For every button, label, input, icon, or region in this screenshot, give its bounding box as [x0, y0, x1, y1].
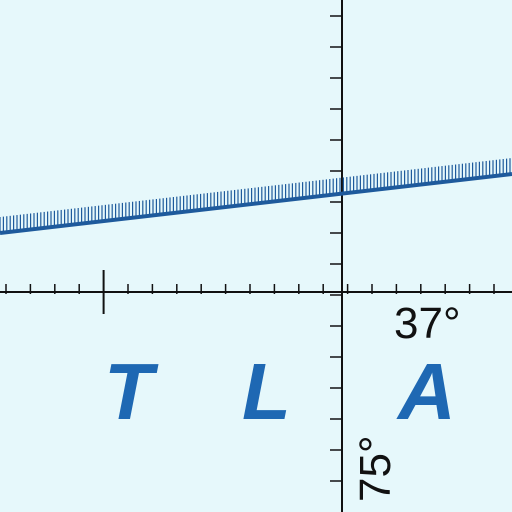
longitude-line [330, 0, 343, 512]
boundary-line [0, 158, 512, 235]
region-label-letter-2: L [242, 347, 291, 436]
region-label-letter-1: T [104, 347, 153, 436]
latitude-label: 37° [394, 299, 461, 348]
longitude-label: 75° [351, 435, 400, 502]
latitude-line [0, 270, 512, 314]
region-label-letter-3: A [398, 347, 456, 436]
